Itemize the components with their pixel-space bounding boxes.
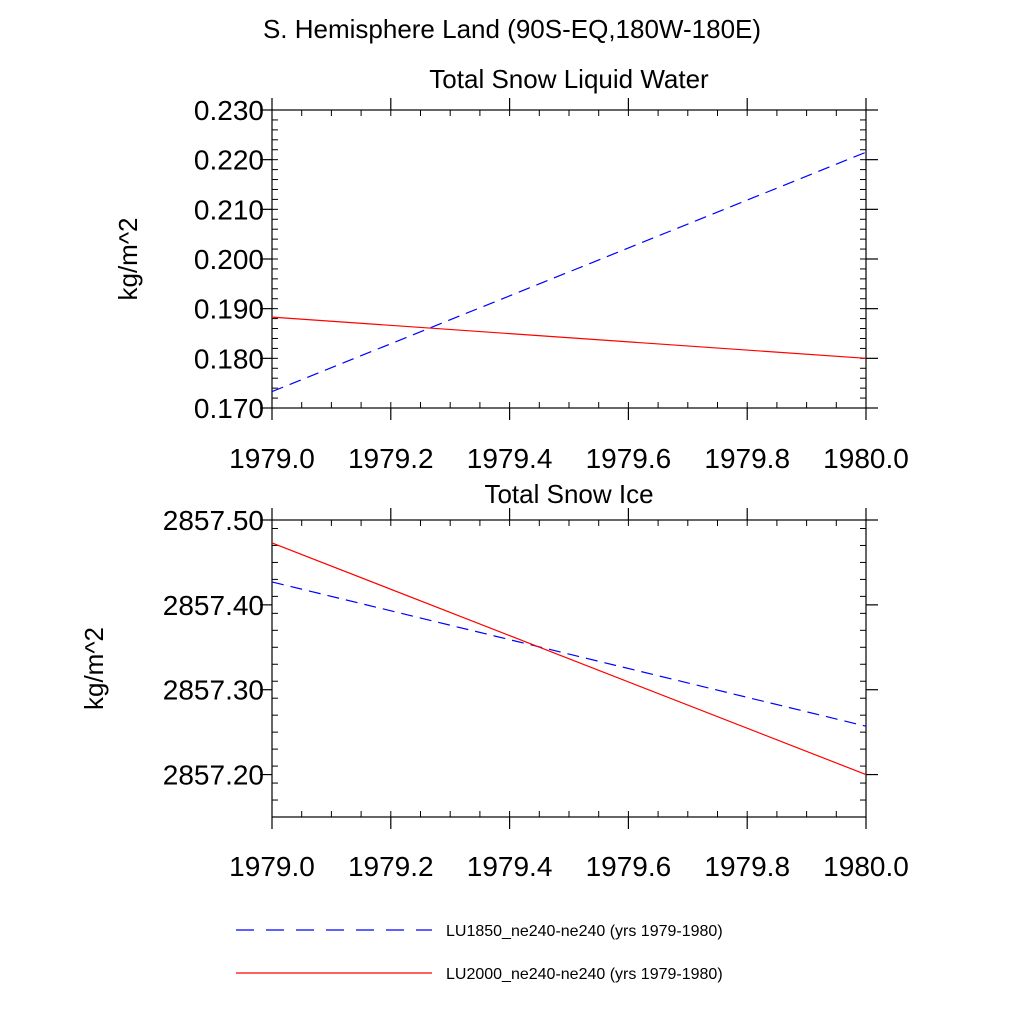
chart-panel-snow-liquid-water: Total Snow Liquid Water kg/m^2 0.170 0.180 0…	[113, 64, 909, 474]
y-axis-label: kg/m^2	[113, 217, 143, 300]
y-tick-label: 0.210	[194, 194, 264, 225]
x-tick-label: 1979.2	[348, 851, 434, 882]
series-line-lu2000	[271, 542, 867, 776]
x-tick-label: 1979.6	[586, 851, 672, 882]
x-tick-label: 1980.0	[823, 443, 909, 474]
y-tick-label: 0.170	[194, 393, 264, 424]
y-tick-label: 0.180	[194, 343, 264, 374]
x-tick-label: 1979.6	[586, 443, 672, 474]
y-tick-label: 2857.20	[163, 760, 264, 791]
y-tick-label: 2857.50	[163, 505, 264, 536]
y-tick-label: 2857.30	[163, 675, 264, 706]
figure-title: S. Hemisphere Land (90S-EQ,180W-180E)	[262, 14, 762, 44]
legend: LU1850_ne240-ne240 (yrs 1979-1980) LU2000…	[236, 923, 723, 983]
y-axis-label: kg/m^2	[79, 627, 109, 710]
x-tick-label: 1979.8	[704, 443, 790, 474]
chart-panel-snow-ice: Total Snow Ice kg/m^2 2857.20 2857.30 2857.4…	[79, 479, 909, 882]
series-line-lu1850	[271, 151, 867, 393]
y-tick-label: 0.190	[194, 294, 264, 325]
legend-label: LU2000_ne240-ne240 (yrs 1979-1980)	[446, 966, 723, 983]
y-tick-label: 0.200	[194, 244, 264, 275]
x-tick-label: 1979.2	[348, 443, 434, 474]
chart-title: Total Snow Ice	[484, 479, 653, 509]
y-tick-label: 2857.40	[163, 590, 264, 621]
series-line-lu2000	[271, 316, 867, 359]
plot-frame	[271, 519, 867, 818]
x-tick-label: 1979.8	[704, 851, 790, 882]
x-tick-label: 1979.4	[467, 443, 553, 474]
x-tick-label: 1979.0	[229, 851, 315, 882]
legend-label: LU1850_ne240-ne240 (yrs 1979-1980)	[446, 923, 723, 940]
plot-frame	[271, 109, 867, 409]
series-line-lu1850	[271, 581, 867, 727]
x-tick-label: 1979.0	[229, 443, 315, 474]
chart-title: Total Snow Liquid Water	[429, 64, 709, 94]
x-tick-label: 1980.0	[823, 851, 909, 882]
y-tick-label: 0.230	[194, 95, 264, 126]
y-tick-label: 0.220	[194, 145, 264, 176]
x-tick-label: 1979.4	[467, 851, 553, 882]
